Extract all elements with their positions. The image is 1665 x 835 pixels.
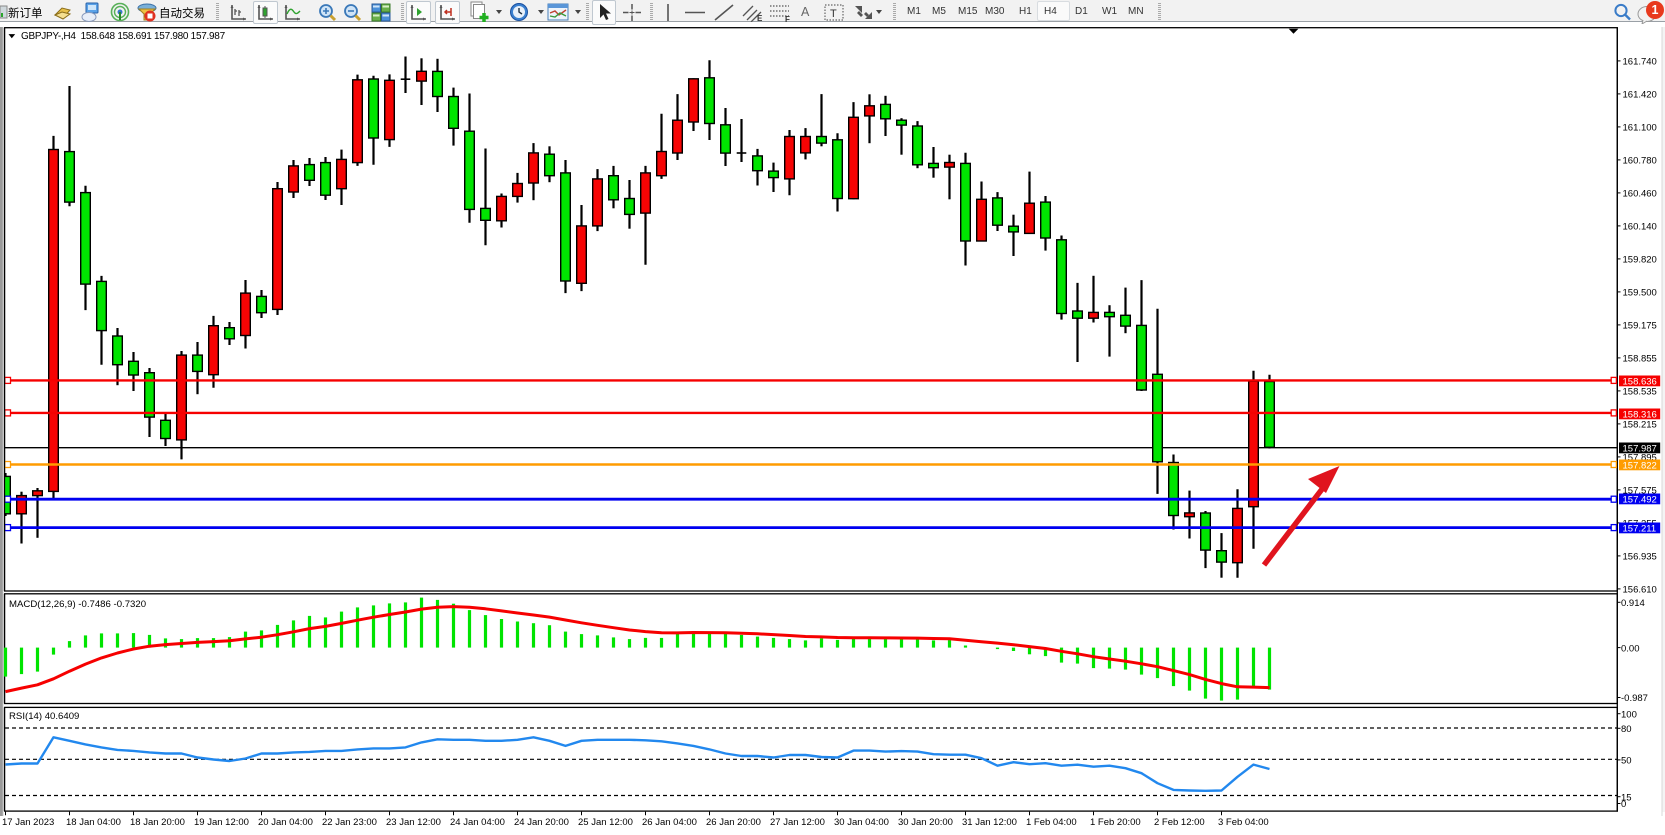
svg-text:MACD(12,26,9) -0.7486 -0.7320: MACD(12,26,9) -0.7486 -0.7320 xyxy=(9,599,146,610)
svg-text:158.636: 158.636 xyxy=(1623,376,1657,387)
svg-text:159.500: 159.500 xyxy=(1623,287,1657,298)
svg-text:157.575: 157.575 xyxy=(1623,485,1657,496)
svg-text:161.740: 161.740 xyxy=(1623,56,1657,67)
svg-text:26 Jan 20:00: 26 Jan 20:00 xyxy=(706,817,761,828)
svg-text:157.895: 157.895 xyxy=(1623,452,1657,463)
svg-text:25 Jan 12:00: 25 Jan 12:00 xyxy=(578,817,633,828)
svg-text:158.855: 158.855 xyxy=(1623,353,1657,364)
svg-text:50: 50 xyxy=(1621,756,1632,767)
svg-text:157.987: 157.987 xyxy=(1623,443,1657,454)
svg-text:E: E xyxy=(757,14,763,22)
svg-text:156.610: 156.610 xyxy=(1623,584,1657,595)
svg-text:80: 80 xyxy=(1621,724,1632,735)
svg-text:T: T xyxy=(830,8,837,20)
svg-text:158.215: 158.215 xyxy=(1623,419,1657,430)
svg-text:18 Jan 04:00: 18 Jan 04:00 xyxy=(66,817,121,828)
svg-text:161.420: 161.420 xyxy=(1623,89,1657,100)
svg-text:158.316: 158.316 xyxy=(1623,409,1657,420)
svg-text:26 Jan 04:00: 26 Jan 04:00 xyxy=(642,817,697,828)
svg-text:159.820: 159.820 xyxy=(1623,254,1657,265)
svg-text:160.140: 160.140 xyxy=(1623,221,1657,232)
svg-text:19 Jan 12:00: 19 Jan 12:00 xyxy=(194,817,249,828)
svg-text:160.780: 160.780 xyxy=(1623,155,1657,166)
svg-text:24 Jan 04:00: 24 Jan 04:00 xyxy=(450,817,505,828)
svg-text:23 Jan 12:00: 23 Jan 12:00 xyxy=(386,817,441,828)
svg-text:158.535: 158.535 xyxy=(1623,386,1657,397)
svg-text:2 Feb 12:00: 2 Feb 12:00 xyxy=(1154,817,1205,828)
svg-text:F: F xyxy=(785,15,790,22)
svg-text:15: 15 xyxy=(1621,792,1632,803)
svg-text:3 Feb 04:00: 3 Feb 04:00 xyxy=(1218,817,1269,828)
svg-text:157.492: 157.492 xyxy=(1623,494,1657,505)
svg-text:20 Jan 04:00: 20 Jan 04:00 xyxy=(258,817,313,828)
svg-text:156.935: 156.935 xyxy=(1623,551,1657,562)
svg-text:RSI(14) 40.6409: RSI(14) 40.6409 xyxy=(9,711,79,722)
svg-text:18 Jan 20:00: 18 Jan 20:00 xyxy=(130,817,185,828)
svg-text:17 Jan 2023: 17 Jan 2023 xyxy=(2,817,54,828)
svg-text:22 Jan 23:00: 22 Jan 23:00 xyxy=(322,817,377,828)
svg-text:159.175: 159.175 xyxy=(1623,320,1657,331)
svg-text:0.914: 0.914 xyxy=(1621,598,1645,609)
svg-text:0.00: 0.00 xyxy=(1621,643,1640,654)
svg-text:161.100: 161.100 xyxy=(1623,122,1657,133)
svg-text:157.211: 157.211 xyxy=(1623,523,1657,534)
svg-text:24 Jan 20:00: 24 Jan 20:00 xyxy=(514,817,569,828)
svg-text:27 Jan 12:00: 27 Jan 12:00 xyxy=(770,817,825,828)
svg-text:157.822: 157.822 xyxy=(1623,460,1657,471)
svg-text:160.460: 160.460 xyxy=(1623,188,1657,199)
svg-text:100: 100 xyxy=(1621,709,1637,720)
svg-text:-0.987: -0.987 xyxy=(1621,693,1648,704)
svg-text:1 Feb 20:00: 1 Feb 20:00 xyxy=(1090,817,1141,828)
svg-text:30 Jan 20:00: 30 Jan 20:00 xyxy=(898,817,953,828)
svg-text:GBPJPY-,H4 158.648 158.691 15: GBPJPY-,H4 158.648 158.691 157.980 157.9… xyxy=(21,31,226,42)
svg-text:0: 0 xyxy=(1621,799,1626,810)
svg-text:30 Jan 04:00: 30 Jan 04:00 xyxy=(834,817,889,828)
svg-text:1 Feb 04:00: 1 Feb 04:00 xyxy=(1026,817,1077,828)
svg-text:31 Jan 12:00: 31 Jan 12:00 xyxy=(962,817,1017,828)
